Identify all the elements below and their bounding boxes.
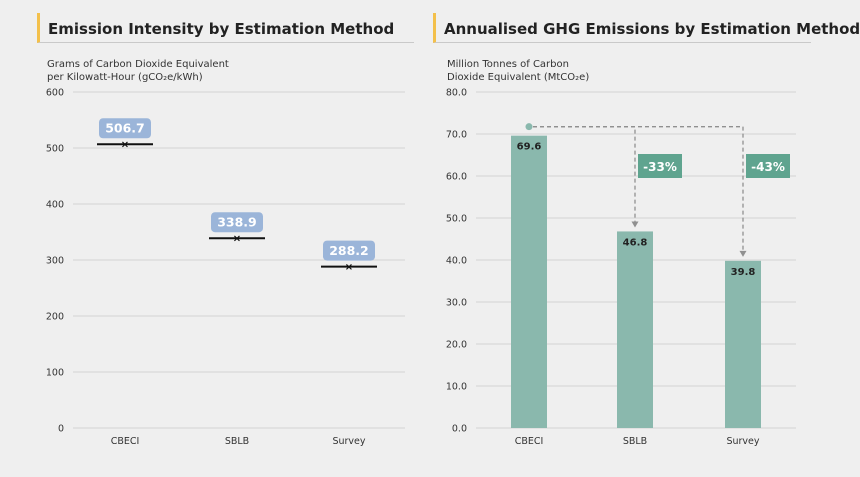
intensity-marker-x: × [345,262,353,273]
emissions-change-box [638,154,682,178]
emissions-y-tick-label: 50.0 [446,214,467,225]
emissions-bar-value-label: 46.8 [623,237,648,248]
emissions-y-tick-label: 60.0 [446,172,467,183]
intensity-x-tick-label: CBECI [111,436,140,447]
emissions-y-tick-label: 30.0 [446,298,467,309]
emissions-y-axis-label-line-2: Dioxide Equivalent (MtCO₂e) [447,72,590,83]
intensity-value-label: 338.9 [217,215,257,230]
emissions-y-tick-label: 40.0 [446,256,467,267]
intensity-value-label-box [211,212,263,233]
emissions-dashed-connector [533,126,744,253]
emissions-dashed-connector [533,126,636,224]
intensity-y-tick-label: 400 [46,200,64,211]
emissions-change-box [746,154,790,178]
emissions-arrowhead [739,250,747,257]
emissions-chart: 0.0 10.0 20.0 30.0 40.0 50.0 60.0 70.0 80.0 CBECI… [446,88,796,447]
emissions-bar [725,260,761,428]
intensity-marker-x: × [121,140,129,151]
emissions-y-tick-label: 80.0 [446,88,467,99]
intensity-y-tick-label: 0 [58,424,64,435]
emissions-title-bar: Annualised GHG Emissions by Estimation M… [433,13,860,43]
intensity-panel: Emission Intensity by Estimation Method … [37,13,414,447]
emissions-y-tick-label: 70.0 [446,130,467,141]
intensity-chart-title: Emission Intensity by Estimation Method [48,20,395,38]
emissions-y-axis-label: Million Tonnes of Carbon Dioxide Equival… [447,58,707,84]
emissions-panel: Annualised GHG Emissions by Estimation M… [430,0,860,477]
emissions-y-tick-label: 20.0 [446,340,467,351]
intensity-marker-x: × [233,234,241,245]
intensity-value-label-box [323,240,375,261]
intensity-y-tick-label: 200 [46,312,64,323]
emissions-y-tick-label: 10.0 [446,382,467,393]
emissions-y-tick-label: 0.0 [452,424,467,435]
emissions-change-label: -43% [751,160,785,174]
intensity-chart: 0 100 200 300 400 500 600 CBECI SBLB Survey × 506.7… [46,88,405,447]
intensity-y-axis-label-line-2: per Kilowatt-Hour (gCO₂e/kWh) [47,72,203,83]
emissions-bar [617,231,653,428]
emissions-bar-value-label: 69.6 [517,142,542,153]
intensity-x-tick-label: SBLB [225,436,249,447]
intensity-y-axis-label-line-1: Grams of Carbon Dioxide Equivalent [47,59,229,70]
intensity-y-axis-label: Grams of Carbon Dioxide Equivalent per K… [47,58,307,84]
emissions-x-tick-label: SBLB [623,436,647,447]
intensity-y-tick-label: 500 [46,144,64,155]
intensity-y-tick-label: 100 [46,368,64,379]
intensity-title-bar: Emission Intensity by Estimation Method [37,13,414,43]
emissions-reference-dot [525,123,533,131]
emissions-change-label: -33% [643,160,677,174]
intensity-y-tick-label: 600 [46,88,64,99]
intensity-y-tick-label: 300 [46,256,64,267]
emissions-x-tick-label: CBECI [515,436,544,447]
emissions-arrowhead [631,221,639,228]
emissions-y-axis-label-line-1: Million Tonnes of Carbon [447,59,569,70]
emissions-bar-value-label: 39.8 [731,267,756,278]
intensity-value-label-box [99,118,151,139]
intensity-value-label: 288.2 [329,243,369,258]
intensity-value-label: 506.7 [105,121,145,136]
emissions-x-tick-label: Survey [726,436,759,447]
intensity-x-tick-label: Survey [332,436,365,447]
emissions-chart-title: Annualised GHG Emissions by Estimation M… [444,20,860,38]
emissions-bar [511,135,547,428]
